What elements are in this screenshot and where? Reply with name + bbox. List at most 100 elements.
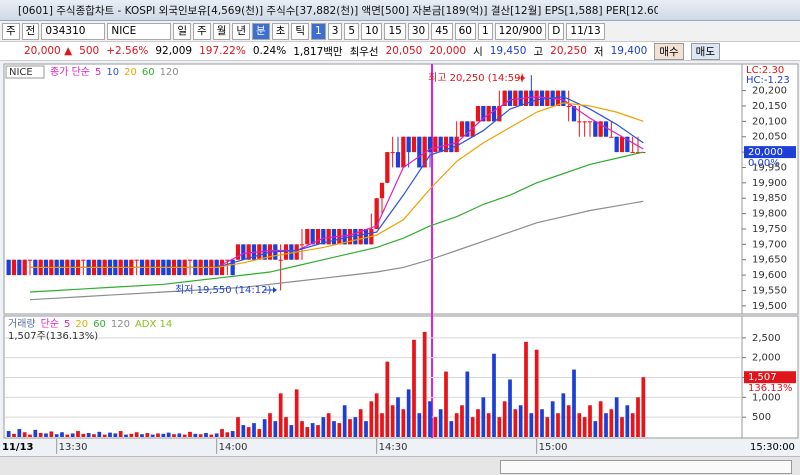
volume-bar (556, 413, 560, 437)
candle-body (401, 136, 406, 168)
candle-body (465, 121, 470, 137)
quote-field: 92,009 (155, 45, 193, 57)
toolbar-button[interactable]: 10 (361, 22, 383, 40)
high-annotation: 최고 20,250 (14:59) (428, 72, 524, 84)
candle-body (379, 182, 385, 199)
quote-field: 고 (533, 45, 544, 58)
y-tick-label: 19,500 (752, 301, 787, 312)
volume-bar (513, 409, 518, 437)
volume-bar (193, 433, 198, 437)
quote-field: 0.24% (252, 45, 287, 57)
y-tick-label: 20,100 (752, 116, 787, 127)
quote-field: 저 (593, 45, 604, 58)
volume-bar (246, 427, 251, 437)
volume-bar (492, 353, 496, 437)
toolbar-button[interactable]: 년 (232, 22, 251, 40)
candle-body (443, 136, 449, 153)
volume-bar (321, 417, 326, 437)
volume-bar (518, 405, 523, 437)
candle-body (363, 228, 369, 245)
y-tick-label: 1,000 (752, 392, 781, 403)
volume-bar (406, 389, 411, 437)
toolbar-button[interactable]: 11/13 (566, 22, 605, 40)
y-tick-label: 19,950 (752, 162, 787, 173)
toolbar-button[interactable]: 틱 (291, 22, 310, 40)
toolbar-button[interactable]: 전 (21, 22, 40, 40)
candle-body (406, 136, 411, 153)
candle-body (11, 259, 17, 276)
scroll-controls[interactable] (500, 460, 792, 474)
volume-bar (502, 401, 507, 437)
y-tick-label: 2,000 (752, 353, 781, 364)
quote-field[interactable]: 매도 (690, 42, 720, 60)
toolbar-button[interactable]: 15 (384, 22, 406, 40)
volume-bar (44, 433, 48, 437)
title-bar: [0601] 주식종합차트 - KOSPI 외국인보유[4,569(천)] 주식… (0, 0, 800, 21)
y-tick-label: 2,500 (752, 333, 781, 344)
toolbar-button[interactable]: NICE (107, 22, 172, 40)
last-volume-box (744, 371, 796, 384)
toolbar-button[interactable]: 초 (271, 22, 290, 40)
toolbar-button[interactable]: 034310 (41, 22, 106, 40)
y-tick-label: 19,700 (752, 239, 787, 250)
volume-bar (278, 393, 283, 437)
quote-field: 197.22% (199, 45, 246, 57)
candle-body (262, 244, 267, 260)
x-tick-label: 13:30 (59, 442, 88, 453)
volume-bar (33, 429, 38, 437)
marks: 19,500 19,550 19,600 19,650 19,700 19,750 19,8… (5, 65, 796, 454)
volume-bar (566, 405, 571, 437)
toolbar-button[interactable]: 주 (193, 22, 211, 40)
candle-body (459, 121, 465, 137)
volume-bar (385, 361, 390, 437)
toolbar-button[interactable]: 45 (431, 22, 453, 40)
candle-body (225, 259, 230, 261)
volume-info: 1,507주(136.13%) (8, 331, 98, 342)
toolbar-button[interactable]: 1 (311, 22, 326, 40)
quote-field: 시 (473, 45, 483, 58)
candle-body (502, 90, 507, 106)
volume-bar (401, 409, 406, 437)
low-arrowhead (273, 287, 277, 293)
volume-bar (588, 405, 592, 437)
toolbar-button[interactable]: 3 (327, 22, 343, 40)
volume-bar (284, 417, 288, 437)
candle-body (134, 259, 139, 261)
toolbar-button[interactable]: 분 (252, 22, 270, 40)
candle-body (411, 136, 417, 153)
quote-field: 20,050 (385, 45, 423, 57)
volume-bar (198, 434, 203, 437)
candle-body (582, 121, 587, 123)
volume-bar (268, 413, 272, 437)
volume-bar (300, 421, 304, 437)
toolbar-button[interactable]: 30 (407, 22, 430, 40)
toolbar-button[interactable]: D (548, 22, 565, 40)
legend-item: 5 (95, 67, 101, 78)
toolbar-button[interactable]: 1 (477, 22, 493, 40)
candle-body (481, 105, 486, 122)
volume-bar (294, 389, 299, 437)
candle-body (230, 259, 235, 276)
toolbar-button[interactable]: 주 (2, 22, 20, 40)
end-time: 15:30:00 (750, 442, 795, 453)
volume-bar (630, 413, 635, 437)
y-tick-label: 19,550 (752, 285, 787, 296)
toolbar-button[interactable]: 월 (212, 22, 231, 40)
volume-bar (166, 432, 171, 437)
window-title: [0601] 주식종합차트 - KOSPI 외국인보유[4,569(천)] 주식… (18, 5, 658, 17)
volume-bar (486, 413, 491, 437)
candle-body (246, 244, 251, 260)
legend-item: 단순 (41, 318, 59, 330)
volume-bar (262, 419, 267, 437)
toolbar-button[interactable]: 120/900 (494, 22, 547, 40)
moving-average (29, 151, 644, 293)
candle-body (321, 228, 326, 245)
toolbar-button[interactable]: 60 (454, 22, 476, 40)
volume-bar (326, 413, 331, 437)
quote-field[interactable]: 매수 (654, 42, 684, 60)
volume-bar (273, 421, 278, 437)
candle-body (614, 136, 619, 153)
toolbar-button[interactable]: 일 (173, 22, 192, 40)
toolbar-button[interactable]: 5 (344, 22, 360, 40)
volume-bar (65, 434, 70, 437)
